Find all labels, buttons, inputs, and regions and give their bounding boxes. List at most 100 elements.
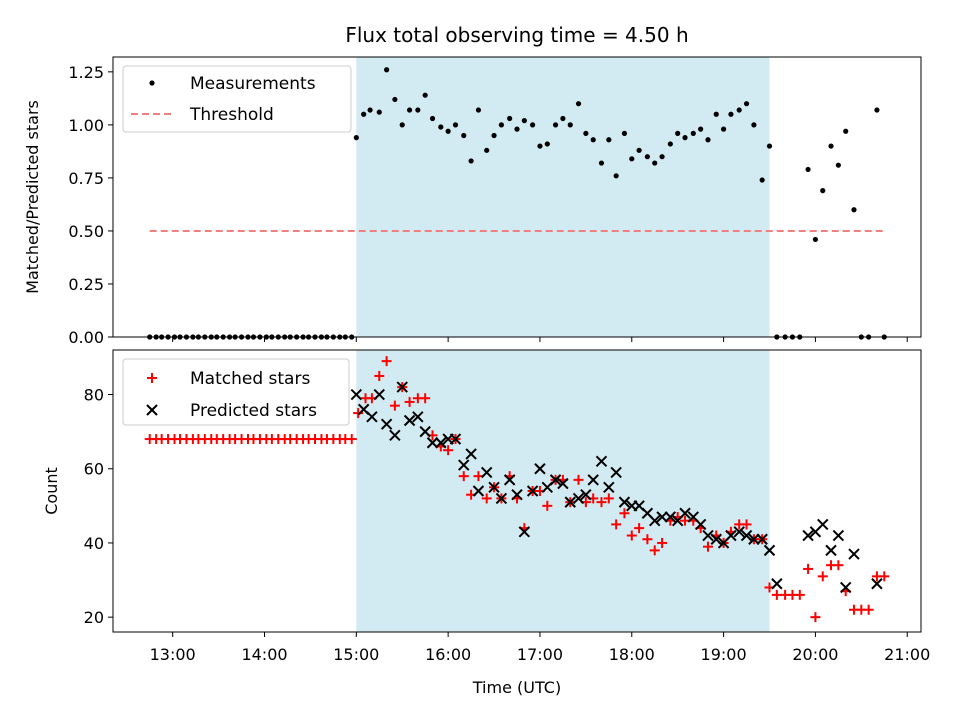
measurement-point — [636, 147, 642, 153]
predicted-star-point — [564, 496, 576, 508]
predicted-star-point — [656, 511, 668, 523]
x-tick-label: 14:00 — [241, 645, 287, 664]
legend-measurements-label: Measurements — [190, 74, 316, 94]
measurement-point — [544, 141, 550, 147]
measurement-points — [147, 67, 887, 340]
matched-star-point — [374, 370, 385, 381]
measurement-point — [552, 122, 559, 128]
measurement-point — [874, 107, 880, 113]
matched-star-point — [879, 571, 890, 582]
matched-star-point — [353, 408, 364, 419]
matched-star-point — [542, 500, 553, 511]
measurement-point — [606, 137, 612, 143]
measurement-point — [812, 236, 819, 243]
predicted-star-point — [763, 544, 776, 557]
predicted-star-point — [557, 477, 569, 490]
predicted-star-point — [495, 492, 508, 505]
predicted-star-point — [725, 529, 737, 542]
count-panel: 13:00 14:00 15:00 16:00 17:00 18:00 19:00 20:00… — [42, 349, 930, 697]
matched-star-point — [603, 493, 614, 504]
predicted-star-point — [694, 518, 707, 531]
measurement-point — [560, 115, 566, 122]
measurement-point — [851, 207, 857, 213]
predicted-star-point — [503, 474, 516, 486]
measurement-point — [713, 111, 719, 117]
matched-star-point — [458, 471, 469, 482]
count-y-tick-label: 60 — [84, 460, 104, 479]
matched-star-point — [657, 537, 668, 548]
matched-star-point — [803, 563, 814, 574]
matched-star-point — [833, 560, 844, 571]
predicted-star-point — [472, 485, 485, 497]
measurement-point — [422, 92, 428, 98]
measurement-point — [445, 128, 451, 134]
top-y-ticks: 0.00 0.25 0.50 0.75 1.00 1.25 — [68, 63, 113, 347]
predicted-star-point — [572, 492, 585, 505]
count-y-tick-label: 40 — [84, 534, 104, 553]
measurement-point — [751, 122, 757, 128]
measurement-point — [415, 107, 421, 113]
predicted-star-point — [350, 388, 363, 401]
measurement-point — [835, 162, 841, 168]
ratio-y-tick-label: 0.50 — [68, 222, 104, 241]
legend-predicted-marker — [146, 404, 158, 416]
measurement-point — [759, 177, 765, 183]
matched-star-point — [619, 508, 630, 519]
matched-star-point — [794, 589, 805, 600]
count-plot-frame — [112, 349, 922, 633]
predicted-star-point — [702, 529, 714, 542]
measurement-point — [567, 122, 573, 128]
ratio-y-tick-label: 0.75 — [68, 169, 104, 188]
measurement-point — [613, 173, 619, 179]
measurement-point — [621, 130, 628, 136]
ratio-y-tick-label: 1.00 — [68, 116, 104, 135]
count-y-tick-label: 20 — [84, 608, 104, 627]
predicted-star-point — [403, 414, 416, 427]
legend-threshold-label: Threshold — [189, 105, 274, 125]
predicted-star-point — [832, 529, 845, 542]
observing-time-span-top — [356, 57, 770, 337]
measurement-point — [698, 126, 704, 132]
x-tick-label: 20:00 — [792, 645, 838, 664]
matched-star-point — [611, 519, 622, 530]
predicted-star-point — [733, 526, 745, 538]
predicted-star-point — [587, 474, 599, 486]
measurement-point — [399, 122, 405, 128]
measurement-point — [743, 101, 750, 107]
measurement-point — [843, 128, 849, 134]
predicted-star-point — [373, 388, 385, 401]
predicted-stars-points — [350, 381, 883, 594]
matched-star-point — [741, 519, 752, 530]
legend-measurements-marker — [149, 80, 155, 86]
bottom-y-ticks: 20 40 60 80 — [84, 386, 113, 627]
predicted-star-point — [603, 481, 615, 493]
matched-star-point — [389, 400, 400, 411]
matched-star-point — [702, 541, 713, 552]
predicted-star-point — [649, 514, 661, 527]
predicted-star-point — [771, 578, 783, 590]
matched-star-point — [481, 493, 492, 504]
legend-x-glyph — [146, 404, 158, 416]
measurement-point — [590, 137, 596, 143]
measurement-point — [828, 143, 834, 149]
ratio-y-axis-label: Matched/Predicted stars — [23, 100, 42, 294]
measurement-point — [690, 130, 696, 136]
predicted-star-point — [458, 459, 470, 471]
x-axis-label: Time (UTC) — [472, 678, 561, 697]
predicted-star-point — [802, 529, 814, 542]
measurement-point — [805, 166, 811, 173]
predicted-star-point — [580, 489, 592, 501]
ratio-y-tick-label: 0.00 — [68, 328, 104, 347]
measurement-point — [659, 154, 665, 160]
top-x-ticks — [172, 337, 908, 342]
measurement-point — [766, 143, 773, 149]
x-tick-label: 17:00 — [517, 645, 563, 664]
matched-star-point — [596, 497, 607, 508]
matched-star-point — [404, 396, 415, 407]
predicted-star-point — [366, 411, 378, 423]
measurement-point — [820, 188, 826, 194]
legend-matched-marker — [147, 373, 157, 383]
measurement-point — [530, 122, 536, 128]
predicted-star-point — [740, 529, 753, 542]
